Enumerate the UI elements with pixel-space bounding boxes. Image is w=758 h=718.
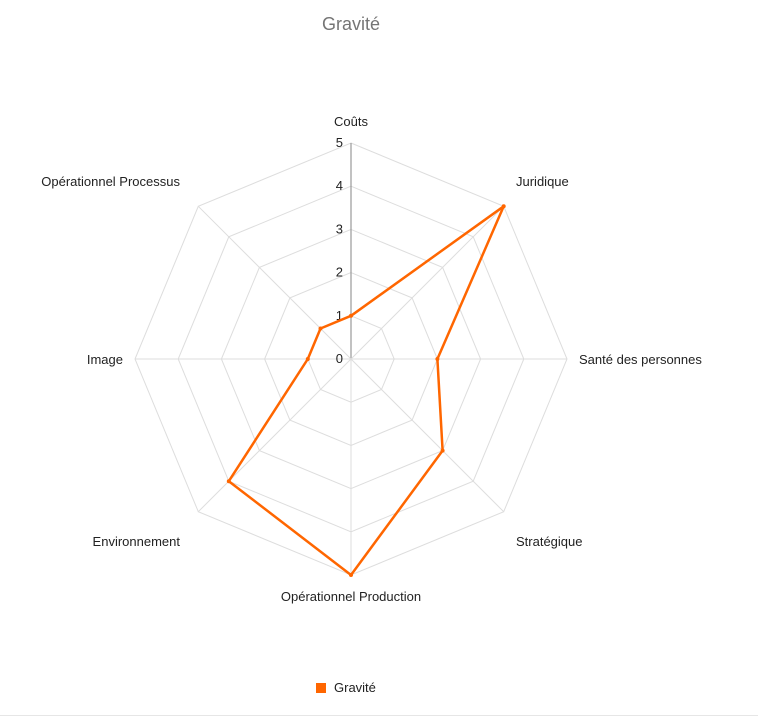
data-point-5[interactable]	[349, 573, 353, 577]
tick-label-4: 4	[336, 178, 343, 193]
data-point-7[interactable]	[305, 357, 310, 361]
spoke-6	[197, 358, 352, 513]
tick-label-3: 3	[336, 221, 343, 236]
tick-label-0: 0	[336, 351, 343, 366]
spoke-8	[197, 205, 352, 360]
category-label-8: Opérationnel Processus	[41, 174, 180, 189]
radar-tick-labels: 0 1 2 3 4 5	[336, 135, 343, 366]
legend-swatch-gravite	[316, 682, 326, 693]
tick-label-5: 5	[336, 135, 343, 150]
tick-label-1: 1	[336, 308, 343, 323]
data-point-4[interactable]	[440, 448, 445, 453]
category-label-2: Juridique	[516, 174, 569, 189]
legend[interactable]: Gravité	[316, 680, 376, 695]
category-label-3: Santé des personnes	[579, 352, 702, 367]
category-label-4: Stratégique	[516, 534, 583, 549]
legend-label-gravite: Gravité	[334, 680, 376, 695]
data-point-3[interactable]	[435, 357, 440, 361]
tick-label-2: 2	[336, 265, 343, 280]
spoke-2	[350, 205, 505, 360]
data-point-6[interactable]	[226, 479, 231, 484]
chart-title: Gravité	[321, 14, 381, 34]
data-point-8[interactable]	[318, 326, 323, 331]
radar-series	[226, 204, 506, 577]
spoke-4	[350, 358, 505, 513]
bottom-divider	[0, 715, 758, 716]
data-point-2[interactable]	[501, 204, 506, 209]
data-point-1[interactable]	[349, 313, 353, 318]
radar-category-labels: Coûts Juridique Santé des personnes Stratég…	[41, 114, 702, 604]
category-label-6: Environnement	[93, 534, 181, 549]
category-label-5: Opérationnel Production	[281, 589, 421, 604]
category-label-7: Image	[87, 352, 123, 367]
series-line-1[interactable]	[227, 205, 505, 577]
category-label-1: Coûts	[334, 114, 368, 129]
radar-axes	[135, 143, 567, 575]
